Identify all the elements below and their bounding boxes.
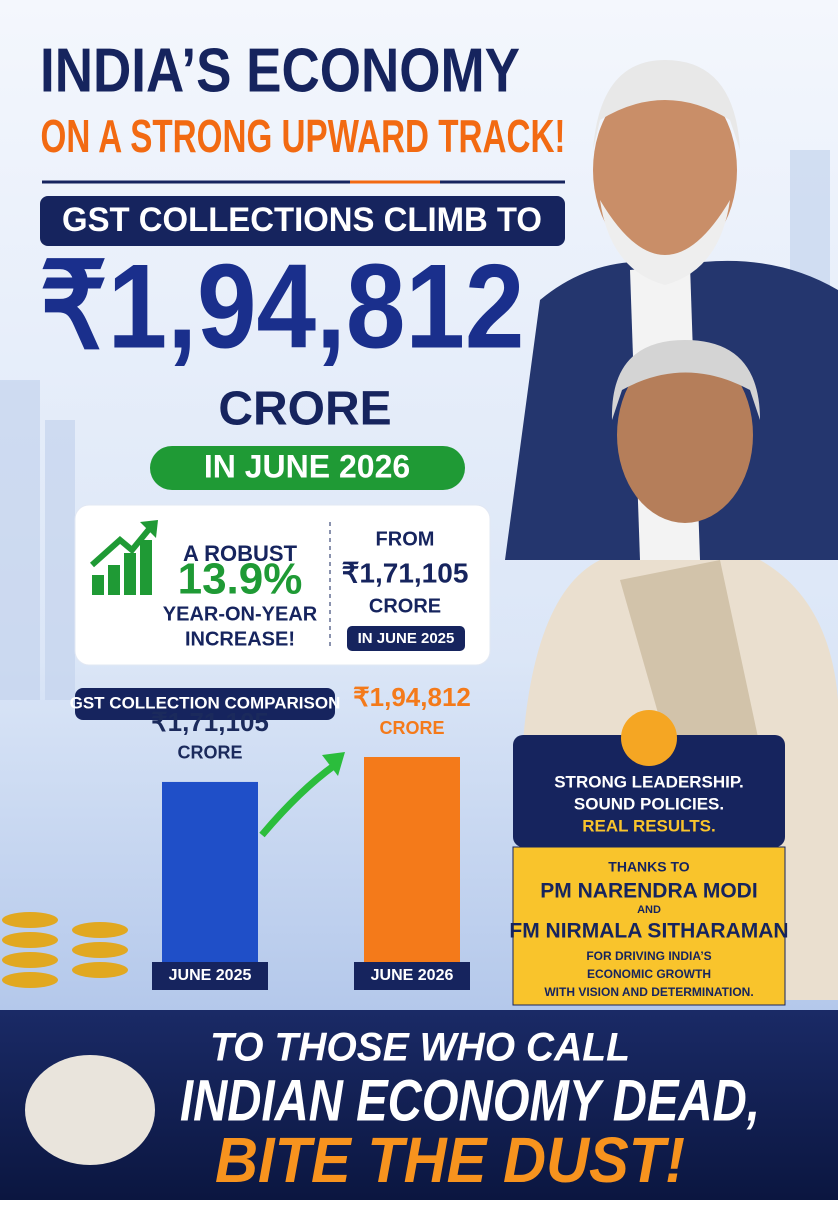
bar-value-label: ₹1,94,812 (353, 682, 471, 712)
footer-line2: INDIAN ECONOMY DEAD, (180, 1068, 760, 1133)
coins (2, 912, 128, 988)
footer-line1: TO THOSE WHO CALL (210, 1026, 630, 1070)
growth-icon (90, 520, 158, 595)
panel-thanks: FM NIRMALA SITHARAMAN (509, 920, 788, 943)
stat-pill (347, 626, 465, 651)
period: IN JUNE 2026 (204, 448, 410, 484)
stat-left-0: A ROBUST (183, 541, 298, 566)
bar-value-unit: CRORE (177, 743, 242, 763)
amount: ₹1,94,812 (40, 240, 525, 374)
banner (40, 196, 565, 246)
category-box (354, 962, 470, 990)
panel-line: STRONG LEADERSHIP. (554, 772, 744, 791)
category-label: JUNE 2025 (169, 967, 252, 984)
chart-title: GST COLLECTION COMPARISON (70, 693, 341, 712)
amount-unit: CRORE (218, 383, 391, 436)
banner-text: GST COLLECTIONS CLIMB TO (62, 201, 542, 239)
category-label: JUNE 2026 (371, 967, 454, 984)
panel-thanks: WITH VISION AND DETERMINATION. (544, 985, 753, 999)
panel-thanks: PM NARENDRA MODI (540, 880, 757, 903)
stat-left-2: YEAR-ON-YEAR (163, 603, 318, 625)
bar-value-unit: CRORE (379, 718, 444, 738)
period-pill (150, 446, 465, 490)
people-illustration (505, 60, 838, 1000)
bar (364, 757, 460, 962)
panel-line: REAL RESULTS. (582, 816, 716, 835)
bar-value-label: ₹1,71,105 (151, 707, 269, 737)
title-line2: ON A STRONG UPWARD TRACK! (41, 110, 566, 162)
panel-top (513, 735, 785, 847)
stat-left-3: INCREASE! (185, 628, 295, 650)
footer-line3: BITE THE DUST! (215, 1124, 685, 1196)
panel-bottom (512, 846, 786, 1006)
panel-thanks: FOR DRIVING INDIA’S (586, 949, 711, 963)
panel-line: SOUND POLICIES. (574, 794, 724, 813)
bar (162, 781, 258, 962)
panel-icon (621, 710, 677, 766)
stat-left-1: 13.9% (178, 555, 303, 604)
panel-thanks: AND (637, 904, 661, 916)
panel-thanks: ECONOMIC GROWTH (587, 967, 711, 981)
stats-card (74, 504, 491, 666)
stat-right-3: IN JUNE 2025 (358, 630, 455, 647)
title-line1: INDIA’S ECONOMY (40, 36, 520, 105)
stat-right-0: FROM (376, 528, 435, 550)
fist (25, 1055, 155, 1165)
stat-right-1: ₹1,71,105 (342, 557, 469, 588)
panel-thanks: THANKS TO (608, 859, 690, 875)
growth-arrow (259, 762, 338, 838)
chart-title-pill (75, 688, 335, 720)
growth-arrowhead (322, 752, 345, 776)
stat-right-2: CRORE (369, 595, 441, 617)
category-box (152, 962, 268, 990)
